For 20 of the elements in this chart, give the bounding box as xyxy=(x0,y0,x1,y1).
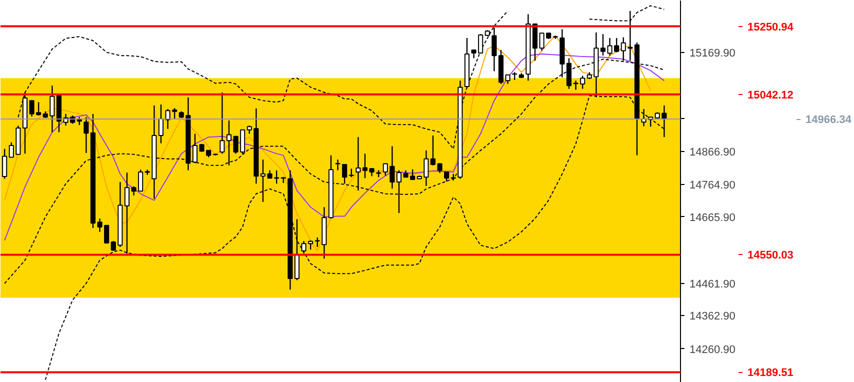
candlestick xyxy=(84,116,89,154)
candlestick xyxy=(492,26,497,72)
y-tick-label: 14362.90 xyxy=(690,310,736,323)
ref-line-label: 14550.03 xyxy=(748,250,794,262)
y-tick-label: 14764.90 xyxy=(690,180,736,192)
ref-line-label: 15042.12 xyxy=(748,89,794,102)
ref-line-label: 15250.94 xyxy=(748,21,794,34)
ref-line-label: 14966.34 xyxy=(806,114,852,126)
y-tick-label: 14665.90 xyxy=(690,212,736,224)
candlestick xyxy=(444,171,450,182)
candlestick xyxy=(356,136,361,192)
candlestick xyxy=(2,148,8,180)
y-tick-label: 15169.90 xyxy=(690,48,736,60)
y-tick-label: 14260.90 xyxy=(690,344,736,356)
ref-line-label: 14189.51 xyxy=(748,367,794,380)
y-tick-label: 14866.90 xyxy=(690,146,736,158)
candlestick xyxy=(342,164,348,184)
candlestick xyxy=(220,92,225,154)
y-tick-label: 14461.90 xyxy=(690,278,736,290)
candlestick xyxy=(335,158,340,171)
